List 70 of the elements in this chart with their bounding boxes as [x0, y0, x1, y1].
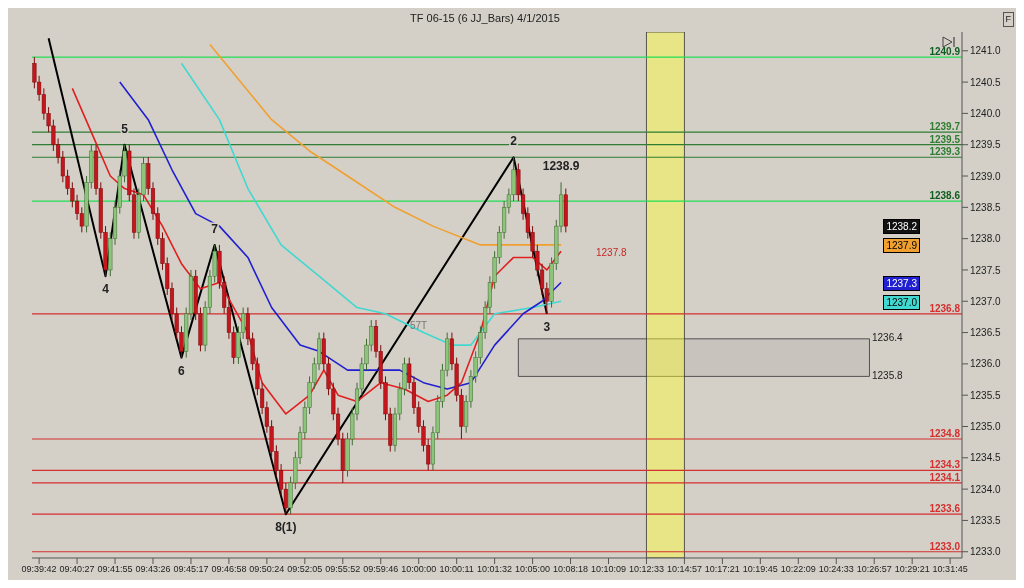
ref-line-label: 1234.1 [929, 471, 961, 483]
x-tick-label: 10:00:11 [439, 564, 474, 575]
x-tick-label: 09:39:42 [21, 564, 57, 575]
x-tick-label: 10:08:18 [553, 564, 589, 575]
ref-line-label: 1239.7 [929, 121, 961, 133]
x-tick-label: 10:01:32 [477, 564, 513, 575]
y-tick-label: 1240.0 [970, 107, 1002, 119]
x-tick-label: 10:26:57 [856, 564, 892, 575]
x-tick-label: 09:40:27 [59, 564, 95, 575]
ref-line-label: 1240.9 [929, 46, 961, 58]
annotation: 1237.8 [596, 246, 627, 259]
annotation: 1237.3 [883, 276, 920, 291]
y-tick-label: 1238.0 [970, 233, 1002, 245]
x-tick-label: 09:46:58 [211, 564, 247, 575]
y-tick-label: 1240.5 [970, 76, 1002, 88]
annotation: 1237.0 [883, 295, 920, 310]
annotation: 1238.2 [883, 219, 920, 234]
y-tick-label: 1235.5 [970, 389, 1002, 401]
ref-line-label: 1233.6 [929, 503, 961, 515]
annotation: 4 [102, 282, 110, 297]
x-tick-label: 10:05:00 [515, 564, 551, 575]
x-tick-label: 10:22:09 [780, 564, 816, 575]
y-tick-label: 1237.5 [970, 264, 1002, 276]
ref-line-label: 1239.3 [929, 146, 961, 158]
x-tick-label: 10:29:21 [894, 564, 930, 575]
x-tick-label: 10:12:33 [628, 564, 664, 575]
x-tick-label: 09:59:46 [363, 564, 399, 575]
x-tick-label: 10:19:45 [742, 564, 778, 575]
ref-line-label: 1234.8 [929, 428, 961, 440]
y-tick-label: 1234.0 [970, 483, 1002, 495]
x-tick-label: 09:45:17 [173, 564, 209, 575]
ref-line-label: 1233.0 [929, 540, 961, 552]
x-tick-label: 09:52:05 [287, 564, 323, 575]
y-tick-label: 1236.0 [970, 358, 1002, 370]
annotation: 6 [178, 363, 186, 378]
chart-title: TF 06-15 (6 JJ_Bars) 4/1/2015 [409, 12, 561, 24]
x-tick-label: 10:14:57 [666, 564, 702, 575]
annotation: 57T [410, 319, 428, 332]
x-tick-label: 09:41:55 [97, 564, 133, 575]
y-tick-label: 1234.5 [970, 452, 1002, 464]
ref-line-label: 1236.8 [929, 302, 961, 314]
y-tick-label: 1241.0 [970, 45, 1002, 57]
y-tick-label: 1233.5 [970, 514, 1002, 526]
annotation: 7 [211, 221, 219, 236]
y-tick-label: 1235.0 [970, 421, 1002, 433]
x-tick-label: 10:10:09 [590, 564, 627, 575]
y-tick-label: 1239.0 [970, 170, 1002, 182]
annotation: 1237.9 [883, 238, 920, 253]
x-tick-label: 10:24:33 [818, 564, 854, 575]
x-tick-label: 10:31:45 [932, 564, 968, 575]
y-tick-label: 1237.0 [970, 295, 1002, 307]
annotation: 1235.8 [872, 369, 903, 382]
ref-line-label: 1234.3 [929, 459, 961, 471]
y-tick-label: 1236.5 [970, 327, 1002, 339]
x-tick-label: 10:17:21 [704, 564, 740, 575]
annotation: 1236.4 [872, 331, 903, 344]
x-tick-label: 10:00:00 [401, 564, 437, 575]
x-tick-label: 09:50:24 [249, 564, 285, 575]
ref-line-label: 1238.6 [929, 190, 961, 202]
text: F [1002, 12, 1014, 27]
annotation: 3 [543, 319, 551, 334]
x-tick-label: 09:43:26 [135, 564, 171, 575]
ref-line-label: 1239.5 [929, 133, 961, 145]
annotation: 8(1) [275, 520, 297, 535]
y-tick-label: 1239.5 [970, 139, 1002, 151]
y-tick-label: 1233.0 [970, 546, 1002, 558]
annotation: 1238.9 [542, 159, 580, 174]
x-tick-label: 09:55:52 [325, 564, 361, 575]
y-tick-label: 1238.5 [970, 201, 1002, 213]
annotation: 5 [121, 121, 129, 136]
